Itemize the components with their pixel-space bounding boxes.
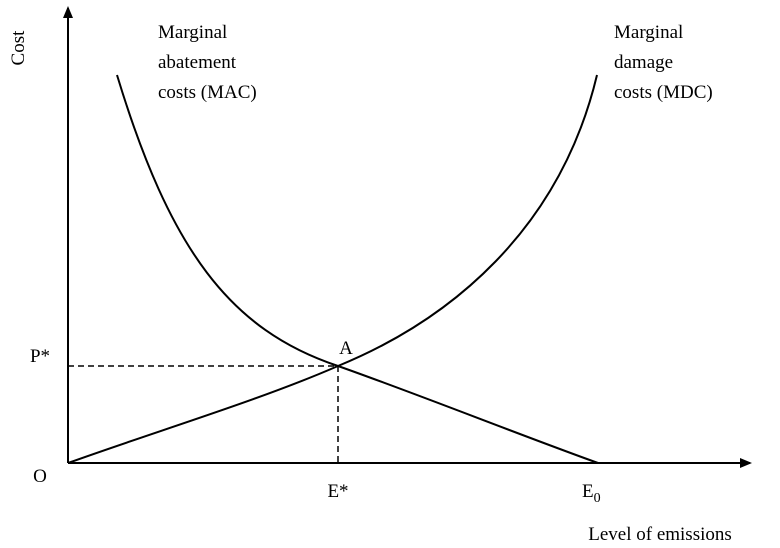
- x-axis-label: Level of emissions: [588, 524, 732, 545]
- mac-label: costs (MAC): [158, 82, 257, 103]
- mdc-curve: [67, 74, 598, 464]
- price-label: P*: [30, 346, 50, 367]
- equilibrium-point-label: A: [339, 338, 353, 359]
- mac-label: abatement: [158, 52, 237, 73]
- max-emissions-subscript: 0: [594, 491, 601, 506]
- mdc-label: Marginal: [614, 22, 683, 43]
- origin-label: O: [33, 466, 47, 487]
- mdc-label: costs (MDC): [614, 82, 713, 103]
- max-emissions-base: E: [582, 481, 594, 502]
- max-emissions-label: E0: [582, 481, 601, 506]
- mac-curve: [116, 74, 599, 464]
- mdc-label: damage: [614, 52, 673, 73]
- emissions-label: E*: [327, 481, 348, 502]
- mac-label: Marginal: [158, 22, 227, 43]
- y-axis-label: Cost: [8, 30, 29, 66]
